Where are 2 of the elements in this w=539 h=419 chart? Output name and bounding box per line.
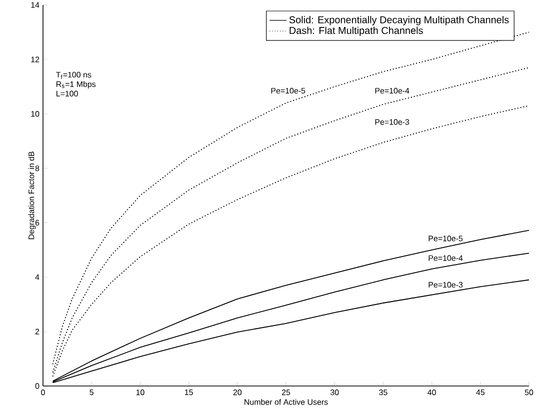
annotation: Dash: Flat Multipath Channels bbox=[290, 26, 423, 36]
annotation: Solid: Exponentially Decaying Multipath Channels bbox=[289, 16, 509, 26]
